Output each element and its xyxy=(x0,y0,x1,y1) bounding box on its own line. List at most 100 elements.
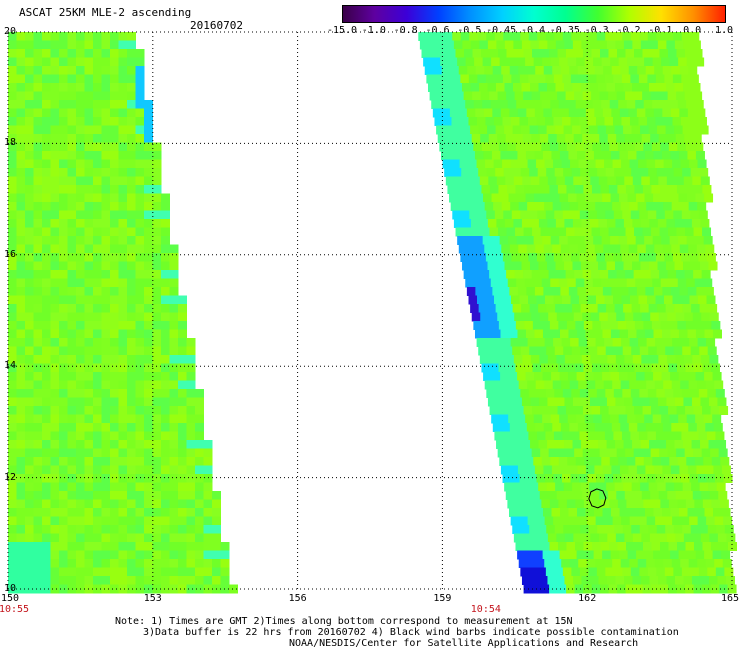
wind-cell xyxy=(67,355,77,364)
wind-cell xyxy=(110,176,119,186)
wind-cell xyxy=(502,74,512,84)
wind-cell xyxy=(632,440,642,449)
wind-cell xyxy=(487,125,497,135)
wind-cell xyxy=(469,210,479,220)
wind-cell xyxy=(663,117,673,126)
wind-cell xyxy=(101,304,111,313)
note-line-2: 3)Data buffer is 22 hrs from 20160702 4)… xyxy=(143,627,679,638)
wind-cell xyxy=(648,125,658,135)
wind-cell xyxy=(647,253,657,262)
wind-cell xyxy=(610,236,620,245)
wind-cell xyxy=(445,40,455,50)
wind-cell xyxy=(653,287,663,296)
wind-cell xyxy=(520,210,530,220)
wind-cell xyxy=(474,236,484,245)
wind-cell xyxy=(135,134,145,143)
wind-cell xyxy=(50,576,60,585)
wind-cell xyxy=(614,83,624,92)
wind-cell xyxy=(516,236,526,245)
wind-cell xyxy=(717,533,727,543)
wind-cell xyxy=(118,533,128,543)
wind-cell xyxy=(33,363,43,373)
wind-cell xyxy=(689,474,699,483)
wind-cell xyxy=(536,338,546,347)
wind-cell xyxy=(118,185,128,194)
wind-cell xyxy=(67,168,77,177)
wind-cell xyxy=(595,338,605,347)
wind-cell xyxy=(477,32,487,41)
wind-cell xyxy=(481,49,491,58)
wind-cell xyxy=(144,423,153,432)
wind-cell xyxy=(93,550,102,560)
wind-cell xyxy=(8,117,17,126)
wind-cell xyxy=(538,219,548,228)
wind-cell xyxy=(178,321,187,330)
wind-cell xyxy=(42,321,51,330)
wind-cell xyxy=(604,159,614,169)
wind-cell xyxy=(710,363,720,373)
wind-cell xyxy=(186,542,196,551)
wind-cell xyxy=(710,448,720,458)
colorbar-tick-label: -0.2 xyxy=(616,25,641,36)
wind-cell xyxy=(507,142,517,152)
wind-cell xyxy=(118,193,128,203)
contamination-contour xyxy=(588,488,607,509)
wind-cell xyxy=(587,338,597,347)
wind-cell xyxy=(33,465,43,475)
wind-cell xyxy=(42,508,51,517)
wind-cell xyxy=(624,312,634,322)
wind-cell xyxy=(42,482,51,492)
wind-cell xyxy=(658,134,668,143)
wind-cell xyxy=(16,32,26,41)
wind-cell xyxy=(16,304,26,313)
wind-cell xyxy=(144,210,153,220)
wind-cell xyxy=(59,321,68,330)
wind-cell xyxy=(161,253,170,262)
wind-cell xyxy=(161,287,170,296)
wind-cell xyxy=(16,202,26,211)
wind-cell xyxy=(706,253,716,262)
wind-cell xyxy=(152,253,162,262)
wind-cell xyxy=(485,117,495,126)
wind-cell xyxy=(161,363,170,373)
wind-cell xyxy=(496,40,506,50)
wind-cell xyxy=(660,457,670,466)
wind-cell xyxy=(648,304,658,313)
wind-cell xyxy=(652,236,662,245)
wind-cell xyxy=(431,100,441,109)
wind-cell xyxy=(25,168,34,177)
wind-cell xyxy=(541,142,551,152)
wind-cell xyxy=(127,516,136,526)
wind-cell xyxy=(689,295,699,305)
wind-cell xyxy=(84,389,94,398)
wind-cell xyxy=(101,457,111,466)
wind-cell xyxy=(135,559,145,568)
wind-cell xyxy=(152,499,162,509)
wind-cell xyxy=(443,32,453,41)
wind-cell xyxy=(50,304,60,313)
wind-cell xyxy=(623,83,633,92)
wind-cell xyxy=(453,83,463,92)
wind-cell xyxy=(587,474,597,483)
wind-cell xyxy=(212,576,221,585)
wind-cell xyxy=(616,312,626,322)
wind-cell xyxy=(76,270,85,279)
wind-cell xyxy=(50,491,60,500)
wind-cell xyxy=(619,550,629,560)
wind-cell xyxy=(186,576,196,585)
wind-cell xyxy=(616,491,626,500)
wind-cell xyxy=(588,168,598,177)
wind-cell xyxy=(607,533,617,543)
wind-cell xyxy=(93,134,102,143)
wind-cell xyxy=(579,295,589,305)
wind-cell xyxy=(545,253,555,262)
wind-cell xyxy=(25,482,34,492)
wind-cell xyxy=(552,244,562,254)
wind-cell xyxy=(33,576,43,585)
wind-cell xyxy=(472,227,482,237)
wind-cell xyxy=(50,227,60,237)
wind-cell xyxy=(661,57,671,67)
wind-cell xyxy=(671,380,681,390)
wind-cell xyxy=(135,338,145,347)
wind-cell xyxy=(571,32,581,41)
